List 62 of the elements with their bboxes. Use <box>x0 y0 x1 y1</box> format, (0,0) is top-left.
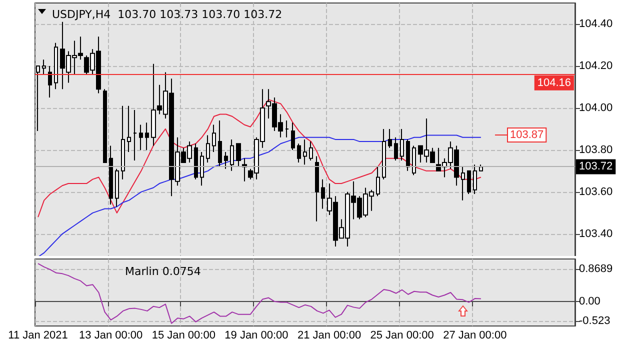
y-tick-label: 0.8689 <box>579 262 613 275</box>
candlestick <box>309 141 313 161</box>
y-tick-label: 0.00 <box>579 296 600 308</box>
candlestick <box>200 152 204 186</box>
candlestick <box>212 124 216 153</box>
candlestick <box>115 168 119 208</box>
ref-line-label: 103.72 <box>579 160 613 173</box>
candlestick <box>473 164 477 195</box>
line-series <box>38 99 482 218</box>
candlestick <box>139 124 143 150</box>
y-tick-label: 104.00 <box>579 102 613 114</box>
x-tick-label: 27 Jan 00:00 <box>443 330 507 342</box>
candlestick <box>194 143 198 180</box>
y-tick-label: -0.523 <box>579 315 610 328</box>
candlestick <box>467 170 471 195</box>
candlestick <box>54 42 58 90</box>
candlestick <box>388 128 392 148</box>
text: USDJPY,H4 103.70 103.73 103.70 103.72 <box>52 8 282 21</box>
x-tick-label: 13 Jan 00:00 <box>79 330 143 342</box>
candlestick <box>412 145 416 176</box>
x-tick-label: 11 Jan 2021 <box>8 330 68 342</box>
candlestick <box>291 122 295 150</box>
candlestick <box>36 65 40 132</box>
x-tick-label: 19 Jan 00:00 <box>224 330 288 342</box>
candlestick <box>400 128 404 161</box>
candlestick <box>224 152 228 170</box>
candlestick <box>206 134 210 164</box>
y-tick-label: 104.20 <box>579 60 613 72</box>
candlestick <box>461 166 465 201</box>
x-tick-label: 15 Jan 00:00 <box>152 330 216 342</box>
candlestick <box>48 65 52 98</box>
candlestick <box>121 105 125 180</box>
x-tick-label: 25 Jan 00:00 <box>370 330 434 342</box>
candlestick <box>109 145 113 206</box>
candlestick <box>394 136 398 161</box>
candlestick <box>236 143 241 168</box>
candlestick <box>103 88 107 164</box>
candlestick <box>382 128 386 180</box>
candlestick <box>321 178 325 210</box>
line-series <box>38 263 482 324</box>
candlestick <box>127 105 131 153</box>
candlestick <box>133 110 137 161</box>
candlestick <box>42 59 46 75</box>
candlestick <box>285 120 289 138</box>
x-tick-label: 21 Jan 00:00 <box>297 330 362 342</box>
y-tick-label: 103.40 <box>579 228 613 240</box>
candlestick <box>218 120 222 168</box>
candlestick <box>315 156 319 222</box>
candlestick <box>230 138 234 172</box>
line-series <box>38 134 482 258</box>
ref-line-label: 104.16 <box>537 76 571 89</box>
candlestick <box>406 138 410 172</box>
candlestick <box>479 164 483 172</box>
candlestick <box>145 122 149 150</box>
y-tick-label: 104.40 <box>579 18 613 30</box>
candlestick <box>376 166 380 197</box>
y-tick-label: 103.80 <box>579 144 613 156</box>
text: 103.87 <box>510 129 544 141</box>
candlestick <box>297 143 301 164</box>
text: Marlin 0.0754 <box>125 265 201 278</box>
candlestick <box>303 138 307 166</box>
y-tick-label: 103.60 <box>579 186 613 198</box>
